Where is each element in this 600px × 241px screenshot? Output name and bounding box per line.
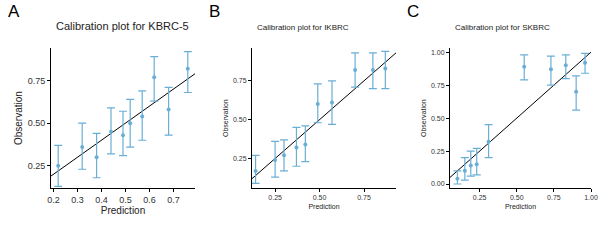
svg-text:0.75: 0.75 [357, 194, 371, 201]
svg-text:0.4: 0.4 [95, 195, 108, 205]
svg-text:0.25: 0.25 [233, 155, 247, 162]
svg-text:1.00: 1.00 [584, 194, 598, 201]
svg-text:1.00: 1.00 [431, 49, 445, 56]
svg-text:Prediction: Prediction [101, 205, 145, 216]
svg-text:A: A [8, 2, 20, 21]
svg-text:0.50: 0.50 [431, 115, 445, 122]
svg-text:0.25: 0.25 [473, 194, 487, 201]
svg-text:B: B [209, 2, 220, 21]
svg-text:0.2: 0.2 [47, 195, 60, 205]
svg-text:Observation: Observation [222, 99, 229, 137]
svg-text:0.00: 0.00 [431, 180, 445, 187]
svg-text:C: C [407, 2, 419, 21]
svg-text:0.25: 0.25 [268, 194, 282, 201]
svg-text:Observation: Observation [13, 91, 24, 145]
svg-text:Calibration plot for IKBRC: Calibration plot for IKBRC [257, 23, 349, 32]
svg-text:0.75: 0.75 [233, 77, 247, 84]
svg-text:0.7: 0.7 [167, 195, 180, 205]
svg-text:0.75: 0.75 [431, 82, 445, 89]
svg-text:Observation: Observation [420, 99, 427, 137]
svg-text:0.50: 0.50 [233, 116, 247, 123]
svg-text:Calibration plot for SKBRC: Calibration plot for SKBRC [455, 23, 550, 32]
svg-text:0.75: 0.75 [547, 194, 561, 201]
svg-text:0.6: 0.6 [143, 195, 156, 205]
svg-text:0.25: 0.25 [431, 148, 445, 155]
svg-text:0.75: 0.75 [28, 76, 46, 86]
svg-text:0.5: 0.5 [119, 195, 132, 205]
svg-text:Calibration plot for KBRC-5: Calibration plot for KBRC-5 [56, 20, 189, 32]
svg-text:0.50: 0.50 [28, 118, 46, 128]
svg-text:0.50: 0.50 [510, 194, 524, 201]
svg-text:Prediction: Prediction [505, 203, 536, 210]
svg-text:0.3: 0.3 [71, 195, 84, 205]
svg-text:0.50: 0.50 [313, 194, 327, 201]
svg-text:0.25: 0.25 [28, 161, 46, 171]
svg-text:Prediction: Prediction [308, 203, 339, 210]
